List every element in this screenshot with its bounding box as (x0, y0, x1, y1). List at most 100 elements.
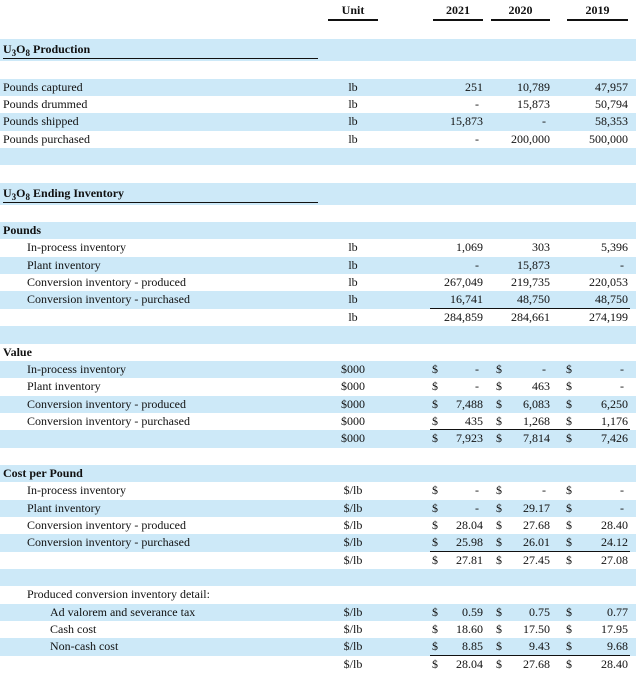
row-label: Pounds shipped (3, 114, 79, 129)
value-2019: 500,000 (589, 131, 628, 146)
row-unit: $000 (341, 396, 365, 411)
section-row: U3O8 Production (0, 39, 636, 62)
table-row: Conversion inventory - produced lb 267,049… (0, 274, 636, 291)
group-title: Value (3, 344, 32, 359)
table-row: In-process inventory $/lb $ - $ - $ - (0, 482, 636, 499)
currency-symbol: $ (566, 483, 572, 498)
value-2019: 48,750 (595, 292, 628, 307)
row-label: Cash cost (50, 622, 97, 636)
currency-symbol: $ (566, 500, 572, 515)
value-2019: - (620, 483, 624, 498)
value-2020: - (542, 483, 546, 498)
spacer-row (0, 165, 636, 182)
currency-symbol: $ (496, 656, 502, 671)
currency-symbol: $ (496, 413, 502, 428)
value-2020: 29.17 (523, 500, 550, 515)
currency-symbol: $ (432, 639, 438, 654)
value-2020: 284,661 (511, 309, 550, 324)
currency-symbol: $ (496, 361, 502, 376)
row-unit: $/lb (343, 500, 363, 515)
value-2020: 27.45 (523, 552, 550, 567)
value-2020: 7,814 (523, 431, 550, 446)
row-unit: lb (348, 257, 358, 272)
group-row: Pounds (0, 222, 636, 240)
row-unit: lb (348, 292, 358, 307)
row-unit: $000 (341, 361, 365, 376)
currency-symbol: $ (432, 379, 438, 394)
spacer-row (0, 448, 636, 465)
row-label: Conversion inventory - purchased (27, 535, 190, 550)
subtotal-rule (430, 429, 630, 431)
subtotal-rule (430, 307, 630, 309)
section-title: U3O8 Production (3, 40, 318, 60)
currency-symbol: $ (432, 483, 438, 498)
value-2019: - (620, 379, 624, 394)
value-2021: - (475, 361, 479, 376)
value-2021: - (475, 131, 479, 146)
currency-symbol: $ (432, 552, 438, 567)
row-unit: $000 (341, 379, 365, 394)
table-row: In-process inventory $000 $ - $ - $ - (0, 360, 636, 379)
currency-symbol: $ (496, 379, 502, 394)
currency-symbol: $ (432, 413, 438, 428)
value-2020: 463 (532, 379, 550, 394)
table-row: Cash cost $/lb $18.60 $17.50 $17.95 (0, 621, 636, 638)
value-2019: 1,176 (601, 413, 628, 428)
currency-symbol: $ (432, 656, 438, 671)
row-unit: lb (348, 79, 358, 94)
header-year-2020: 2020 (491, 3, 550, 21)
table-row: $/lb $27.81 $27.45 $27.08 (0, 552, 636, 569)
value-2020: 48,750 (517, 292, 550, 307)
group-row: Value (0, 344, 636, 361)
table-row: Plant inventory $000 $ - $463 $ - (0, 378, 636, 395)
currency-symbol: $ (566, 379, 572, 394)
row-label: Pounds captured (3, 79, 83, 94)
value-2019: 7,426 (601, 431, 628, 446)
table-row: Pounds purchased lb - 200,000 500,000 (0, 131, 636, 148)
value-2020: 15,873 (517, 97, 550, 112)
row-label: Plant inventory (27, 379, 101, 394)
value-2019: 5,396 (601, 240, 628, 255)
value-2019: 50,794 (595, 97, 628, 112)
value-2020: 303 (532, 240, 550, 255)
currency-symbol: $ (566, 413, 572, 428)
value-2019: 274,199 (589, 309, 628, 324)
table-row: $000 $7,923 $7,814 $7,426 (0, 430, 636, 448)
value-2021: 0.59 (462, 604, 483, 619)
value-2021: - (475, 257, 479, 272)
currency-symbol: $ (496, 604, 502, 619)
row-unit: lb (348, 114, 358, 129)
row-label: Plant inventory (27, 500, 101, 515)
value-2019: 17.95 (601, 622, 628, 636)
table-row: In-process inventory lb 1,069 303 5,396 (0, 239, 636, 256)
value-2020: - (542, 114, 546, 129)
value-2019: - (620, 361, 624, 376)
value-2019: 0.77 (607, 604, 628, 619)
currency-symbol: $ (432, 500, 438, 515)
value-2020: 26.01 (523, 535, 550, 550)
spacer-row (0, 22, 636, 39)
section-title: U3O8 Ending Inventory (3, 184, 318, 203)
inventory-table: U3O8 Production Pounds captured lb 251 10,78… (0, 22, 636, 673)
value-2021: 27.81 (456, 552, 483, 567)
currency-symbol: $ (566, 361, 572, 376)
spacer-row (0, 205, 636, 222)
section-row: U3O8 Ending Inventory (0, 182, 636, 205)
spacer-row (0, 326, 636, 344)
currency-symbol: $ (496, 500, 502, 515)
currency-symbol: $ (566, 517, 572, 532)
row-label: Non-cash cost (50, 639, 119, 654)
value-2021: 15,873 (450, 114, 483, 129)
row-label: Conversion inventory - produced (27, 517, 186, 532)
subtotal-rule (430, 654, 630, 656)
row-label: Conversion inventory - produced (27, 396, 186, 411)
spacer-row (0, 61, 636, 78)
row-label: Plant inventory (27, 257, 101, 272)
row-label: In-process inventory (27, 483, 126, 498)
row-label: Conversion inventory - purchased (27, 292, 190, 307)
currency-symbol: $ (432, 604, 438, 619)
row-unit: $/lb (343, 639, 363, 654)
table-row: Plant inventory lb - 15,873 - (0, 256, 636, 275)
row-label: Conversion inventory - purchased (27, 413, 190, 428)
value-2021: 1,069 (456, 240, 483, 255)
